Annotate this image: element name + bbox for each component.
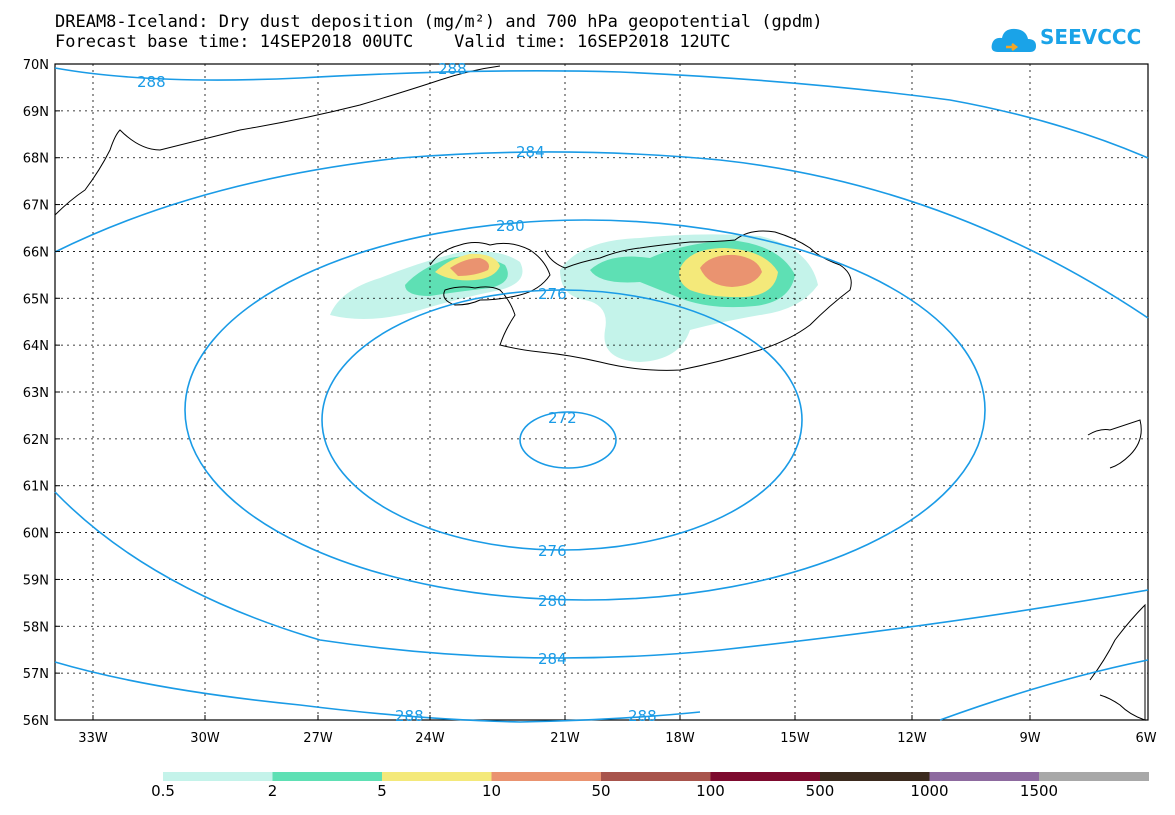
longitude-label: 33W xyxy=(78,731,108,746)
contour-272 xyxy=(519,411,617,469)
latitude-label: 62N xyxy=(23,433,49,448)
colorbar xyxy=(163,772,1149,781)
latitude-label: 69N xyxy=(23,105,49,120)
colorbar-label: 0.5 xyxy=(151,782,175,800)
longitude-label: 24W xyxy=(415,731,445,746)
contour-288-southwest xyxy=(54,661,701,723)
contour-label: 288 xyxy=(628,707,657,725)
colorbar-swatch xyxy=(710,772,821,781)
iceland-coast xyxy=(429,230,852,371)
contour-288-southeast xyxy=(939,659,1149,721)
contour-284-south xyxy=(54,491,1149,659)
longitude-label: 21W xyxy=(550,731,580,746)
scotland-coast xyxy=(1089,603,1146,721)
colorbar-swatch xyxy=(382,772,492,781)
colorbar-swatch xyxy=(1039,772,1149,781)
dust-area-peak-west xyxy=(450,258,489,276)
dust-area-peak-east xyxy=(700,254,762,287)
cloud-icon xyxy=(991,28,1036,52)
latitude-label: 60N xyxy=(23,527,49,542)
colorbar-label: 1500 xyxy=(1019,782,1059,800)
colorbar-label: 2 xyxy=(267,782,278,800)
latitude-label: 61N xyxy=(23,480,49,495)
colorbar-swatch xyxy=(820,772,930,781)
longitude-label: 27W xyxy=(303,731,333,746)
dust-deposition-field xyxy=(330,234,818,362)
colorbar-swatch xyxy=(163,772,273,781)
contour-labels: 288 288 284 280 276 272 276 280 284 288 … xyxy=(137,60,657,725)
graticule xyxy=(55,64,1148,720)
latitude-label: 70N xyxy=(23,58,49,73)
contour-label: 288 xyxy=(137,73,166,91)
contour-label: 276 xyxy=(538,285,567,303)
colorbar-label: 1000 xyxy=(910,782,949,800)
colorbar-label: 10 xyxy=(481,782,502,800)
latitude-label: 63N xyxy=(23,386,49,401)
contour-label: 288 xyxy=(438,60,467,78)
latitude-label: 57N xyxy=(23,667,49,682)
latitude-label: 66N xyxy=(23,245,49,260)
contour-label: 276 xyxy=(538,542,567,560)
map-subtitle: Forecast base time: 14SEP2018 00UTC Vali… xyxy=(55,32,731,52)
latitude-label: 65N xyxy=(23,292,49,307)
contour-288-north xyxy=(54,67,1149,159)
latitude-label: 68N xyxy=(23,152,49,167)
colorbar-swatch xyxy=(272,772,383,781)
longitude-label: 15W xyxy=(780,731,810,746)
latitude-label: 59N xyxy=(23,573,49,588)
latitude-label: 58N xyxy=(23,620,49,635)
greenland-coast xyxy=(54,65,501,216)
geopotential-contours xyxy=(54,67,1149,723)
colorbar-swatch xyxy=(491,772,602,781)
colorbar-label: 100 xyxy=(696,782,725,800)
colorbar-swatch xyxy=(929,772,1040,781)
latitude-labels: 70N 69N 68N 67N 66N 65N 64N 63N 62N 61N 60N 59N 58N 5… xyxy=(23,58,60,729)
contour-label: 280 xyxy=(538,592,567,610)
colorbar-swatch xyxy=(601,772,711,781)
colorbar-label: 5 xyxy=(377,782,387,800)
faroe-coast xyxy=(1087,419,1142,469)
contour-label: 284 xyxy=(538,650,567,668)
longitude-label: 30W xyxy=(190,731,220,746)
longitude-label: 18W xyxy=(665,731,695,746)
contour-label: 288 xyxy=(395,707,424,725)
logo-text: SEEVCCC xyxy=(1040,25,1142,49)
longitude-label: 12W xyxy=(897,731,927,746)
contour-280 xyxy=(184,219,986,601)
latitude-label: 67N xyxy=(23,199,49,214)
contour-label: 280 xyxy=(496,217,525,235)
latitude-label: 56N xyxy=(23,714,49,729)
latitude-label: 64N xyxy=(23,339,49,354)
colorbar-label: 500 xyxy=(805,782,835,800)
contour-276 xyxy=(321,289,803,551)
contour-label: 284 xyxy=(516,143,545,161)
longitude-labels: 33W 30W 27W 24W 21W 18W 15W 12W 9W 6W xyxy=(78,715,1157,746)
coastlines xyxy=(54,65,1146,721)
contour-label: 272 xyxy=(548,409,577,427)
contour-284-north xyxy=(54,151,1149,319)
longitude-label: 9W xyxy=(1019,731,1040,746)
colorbar-label: 50 xyxy=(591,782,611,800)
map-title: DREAM8-Iceland: Dry dust deposition (mg/… xyxy=(55,12,823,32)
longitude-label: 6W xyxy=(1135,731,1156,746)
